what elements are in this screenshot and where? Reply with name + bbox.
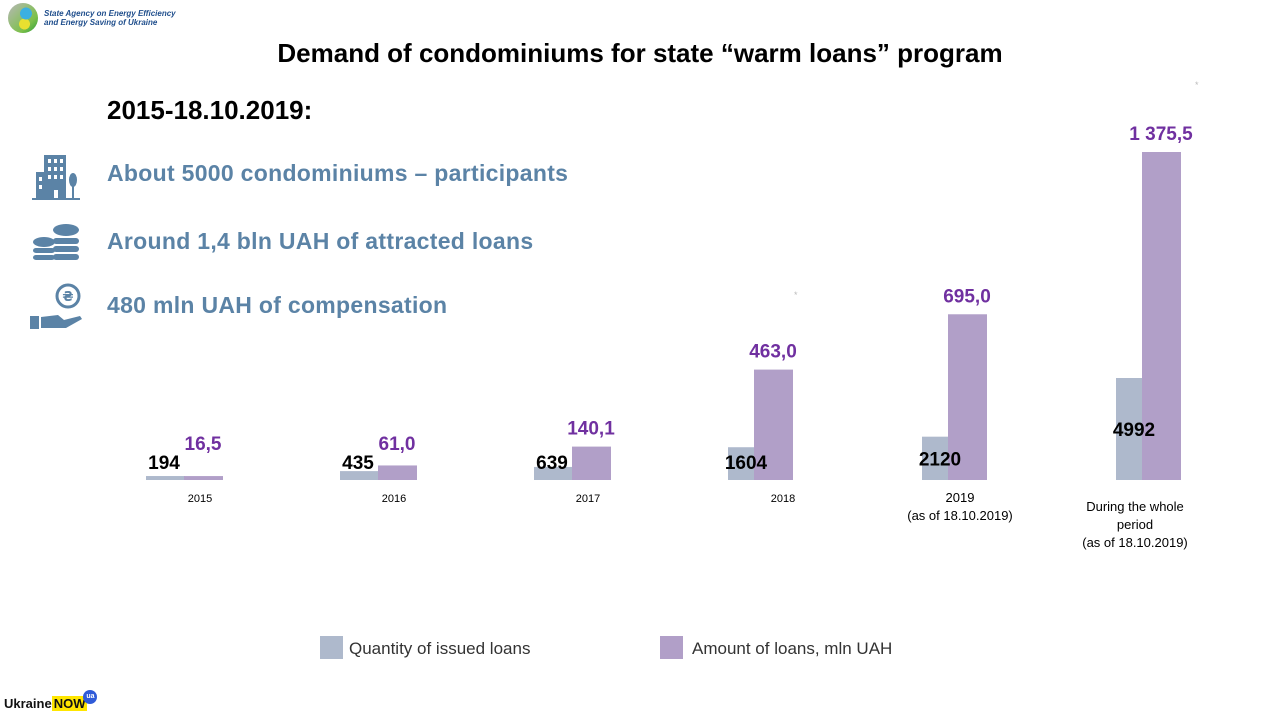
label-quantity: 4992 [1113,420,1155,441]
label-amount: 140,1 [567,419,615,440]
bar-amount [572,446,611,480]
label-amount: 463,0 [749,342,797,363]
svg-text:₴: ₴ [62,290,73,305]
label-amount: 61,0 [379,434,416,455]
bar-amount [184,476,223,480]
agency-name-line: State Agency on Energy Efficiency [44,9,176,18]
category-label: 2016 [382,493,406,505]
agency-name: State Agency on Energy Efficiency and En… [44,9,176,27]
bar-quantity [146,476,185,480]
label-amount: 1 375,5 [1129,124,1193,145]
legend-swatch-amount [660,636,683,659]
bar-quantity [534,466,573,480]
legend-label-quantity: Quantity of issued loans [349,639,531,658]
label-quantity: 435 [342,453,374,474]
category-label: During the whole [1086,499,1184,514]
agency-name-line: and Energy Saving of Ukraine [44,18,158,27]
fact-participants: About 5000 condominiums – participants [107,160,569,186]
category-label: 2019 [946,490,975,505]
category-label: 2018 [771,493,795,505]
label-quantity: 1604 [725,453,768,474]
ukraine-now-logo: Ukraine NOWua [4,690,98,711]
bar-quantity [340,471,379,480]
bar-amount [1142,152,1181,480]
stray-mark: * [1195,80,1199,90]
legend-swatch-quantity [320,636,343,659]
label-quantity: 2120 [919,449,961,470]
period-heading: 2015-18.10.2019: [107,95,313,125]
fact-loans: Around 1,4 bln UAH of attracted loans [107,228,534,254]
category-label: period [1117,517,1153,532]
label-amount: 16,5 [185,434,222,455]
bar-amount [378,465,417,480]
bar-amount [754,369,793,480]
slide-title: Demand of condominiums for state “warm l… [277,38,1003,68]
bar-amount [948,314,987,480]
hand-hryvnia-icon: ₴ [30,283,82,329]
building-icon [32,155,80,200]
label-quantity: 194 [148,453,180,474]
category-label: 2017 [576,493,600,505]
coins-icon [33,224,79,260]
category-label: (as of 18.10.2019) [907,508,1013,523]
fact-compensation: 480 mln UAH of compensation [107,292,448,318]
category-label: (as of 18.10.2019) [1082,535,1188,550]
label-quantity: 639 [536,453,568,474]
label-amount: 695,0 [943,286,991,307]
stray-mark: * [794,290,798,300]
agency-logo [8,3,38,33]
legend-label-amount: Amount of loans, mln UAH [692,639,893,658]
category-label: 2015 [188,493,212,505]
